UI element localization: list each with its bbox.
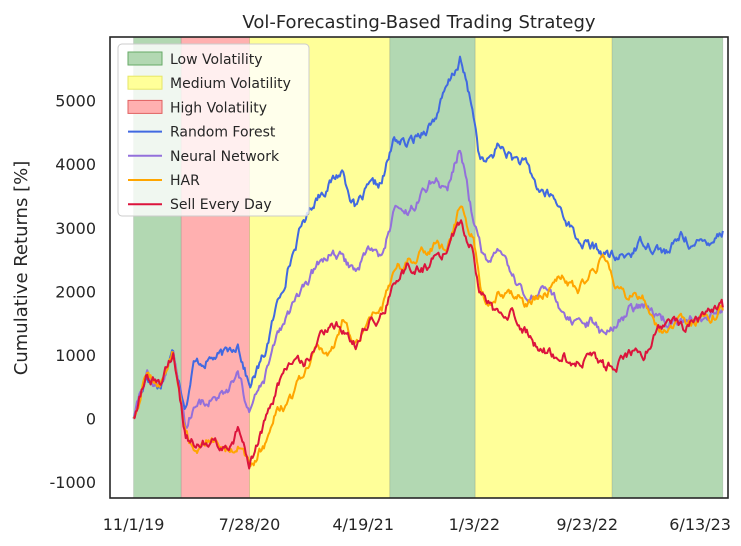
y-tick-label: 4000 bbox=[55, 155, 96, 174]
series-line-neural-network bbox=[132, 149, 724, 429]
plot-frame bbox=[109, 36, 729, 499]
x-tick-label: 11/1/19 bbox=[103, 515, 165, 534]
x-tick-label: 6/13/23 bbox=[669, 515, 731, 534]
series-line-random-forest bbox=[132, 55, 724, 419]
y-tick-label: 5000 bbox=[55, 92, 96, 111]
legend-label-medium-volatility: Medium Volatility bbox=[170, 76, 291, 92]
y-tick-label: 1000 bbox=[55, 346, 96, 365]
x-tick-label: 1/3/22 bbox=[449, 515, 501, 534]
legend-label-har: HAR bbox=[170, 173, 200, 189]
x-tick-label: 7/28/20 bbox=[219, 515, 281, 534]
legend-label-neural-network: Neural Network bbox=[170, 149, 280, 165]
y-tick-label: 3000 bbox=[55, 219, 96, 238]
x-tick-label: 9/23/22 bbox=[556, 515, 618, 534]
y-tick-label: -1000 bbox=[50, 473, 97, 492]
legend: Low Volatility Medium Volatility High Vola… bbox=[117, 43, 310, 217]
legend-label-low-volatility: Low Volatility bbox=[170, 52, 262, 68]
x-tick-label: 4/19/21 bbox=[332, 515, 394, 534]
legend-swatch-low-volatility bbox=[127, 51, 163, 66]
legend-label-sell-every-day: Sell Every Day bbox=[170, 197, 272, 213]
legend-label-random-forest: Random Forest bbox=[170, 125, 276, 141]
chart-title: Vol-Forecasting-Based Trading Strategy bbox=[242, 12, 595, 33]
series-line-har bbox=[132, 205, 724, 468]
legend-box bbox=[117, 43, 310, 217]
region-low-volatility-5 bbox=[611, 37, 724, 498]
legend-swatch-high-volatility bbox=[127, 99, 163, 114]
series-layer bbox=[132, 55, 724, 470]
series-line-sell-every-day bbox=[133, 219, 724, 470]
axes-layer: -1000 0 1000 2000 3000 4000 5000 11/1/19 7/28/20… bbox=[50, 36, 731, 534]
legend-swatch-medium-volatility bbox=[127, 75, 163, 90]
region-medium-volatility-4 bbox=[474, 37, 613, 498]
legend-label-high-volatility: High Volatility bbox=[170, 100, 267, 116]
y-tick-label: 2000 bbox=[55, 282, 96, 301]
y-tick-label: 0 bbox=[86, 410, 96, 429]
y-axis-label: Cumulative Returns [%] bbox=[11, 161, 32, 375]
region-low-volatility-3 bbox=[389, 37, 476, 498]
